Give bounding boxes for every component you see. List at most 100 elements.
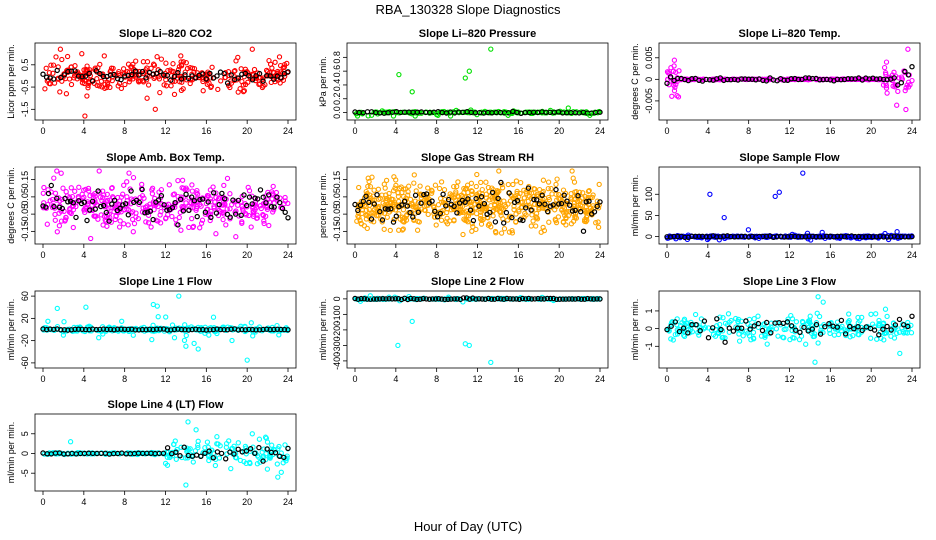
data-point <box>210 314 217 320</box>
data-point-black <box>260 78 266 84</box>
data-point-black <box>185 75 192 82</box>
y-tick-label: 0.6 <box>332 65 342 78</box>
data-point-black <box>51 203 57 210</box>
data-point <box>256 436 263 442</box>
data-point-black <box>246 73 252 79</box>
data-point <box>41 184 47 191</box>
x-tick-label: 20 <box>554 126 564 136</box>
data-point <box>213 190 219 196</box>
data-point <box>178 194 184 200</box>
data-point-black <box>788 75 795 82</box>
data-point-black <box>285 215 291 221</box>
data-point <box>250 213 257 220</box>
data-point <box>903 85 909 91</box>
data-point <box>462 186 469 192</box>
data-point-black <box>664 80 670 87</box>
data-point <box>493 230 499 236</box>
data-point-black <box>360 198 366 204</box>
data-point <box>903 106 909 113</box>
data-point <box>133 210 139 216</box>
data-point <box>63 91 70 97</box>
x-tick-label: 24 <box>595 374 605 384</box>
data-point-black <box>520 217 526 224</box>
data-point-black <box>279 205 286 212</box>
data-point <box>83 68 89 74</box>
y-axis-label: ml/min per min. <box>630 299 640 361</box>
data-point <box>907 82 913 88</box>
data-point <box>227 206 233 212</box>
data-point <box>175 67 182 73</box>
data-point <box>269 442 275 448</box>
data-point <box>707 191 713 197</box>
data-point <box>528 195 534 202</box>
data-series <box>664 294 915 365</box>
data-point <box>721 214 727 221</box>
y-tick-label: 50 <box>644 210 654 220</box>
data-point <box>182 69 188 75</box>
data-point <box>549 191 555 197</box>
data-point <box>82 113 88 119</box>
data-point <box>193 207 199 213</box>
data-point-black <box>103 209 110 216</box>
data-point <box>400 207 407 213</box>
data-point <box>232 68 238 74</box>
data-point <box>227 191 233 197</box>
data-point <box>392 185 398 191</box>
data-point <box>421 207 428 213</box>
y-tick-label: -0.15 <box>20 221 30 242</box>
x-tick-label: 24 <box>907 374 917 384</box>
data-point-black <box>399 202 405 208</box>
data-point-black <box>722 339 728 345</box>
data-point-black <box>267 73 273 79</box>
data-point <box>382 185 388 191</box>
data-point <box>232 198 239 204</box>
data-point <box>186 224 192 231</box>
data-point <box>498 230 505 236</box>
data-point <box>370 209 376 216</box>
data-point-black <box>202 209 209 215</box>
data-point <box>268 79 274 86</box>
data-point-black <box>462 199 468 205</box>
data-point <box>163 202 169 208</box>
data-point <box>670 68 677 74</box>
y-tick-label: 0 <box>332 296 342 301</box>
data-point <box>882 306 889 312</box>
data-point <box>414 227 421 233</box>
data-point <box>112 216 118 223</box>
data-point <box>200 88 206 94</box>
data-point-black <box>257 187 264 193</box>
data-point-black <box>243 202 250 209</box>
data-series <box>40 419 291 488</box>
data-point-black <box>731 76 738 83</box>
data-point-black <box>82 73 89 79</box>
data-point <box>46 80 52 87</box>
data-point <box>441 187 448 193</box>
data-point <box>86 188 92 194</box>
data-point <box>725 311 732 317</box>
y-axis-label: ml/min per min. <box>6 422 16 484</box>
data-point <box>106 205 112 211</box>
data-point <box>62 217 69 223</box>
data-point <box>894 102 900 108</box>
data-point <box>211 203 217 210</box>
x-tick-label: 0 <box>664 250 669 260</box>
data-point <box>144 95 150 101</box>
data-point <box>505 112 511 118</box>
data-point <box>518 179 524 186</box>
data-point <box>260 211 266 218</box>
data-point <box>884 90 890 96</box>
data-point-black <box>285 69 291 75</box>
data-point <box>212 462 219 469</box>
data-point <box>173 217 179 223</box>
data-point <box>800 170 806 176</box>
data-point <box>528 223 534 229</box>
data-point <box>178 62 185 68</box>
data-point <box>501 226 508 232</box>
data-point <box>257 81 263 87</box>
data-point <box>210 184 216 190</box>
y-tick-label: 0.005 <box>644 47 654 70</box>
data-point <box>529 212 535 218</box>
data-point-black <box>443 203 449 209</box>
data-point <box>884 313 890 320</box>
data-point <box>272 59 278 65</box>
